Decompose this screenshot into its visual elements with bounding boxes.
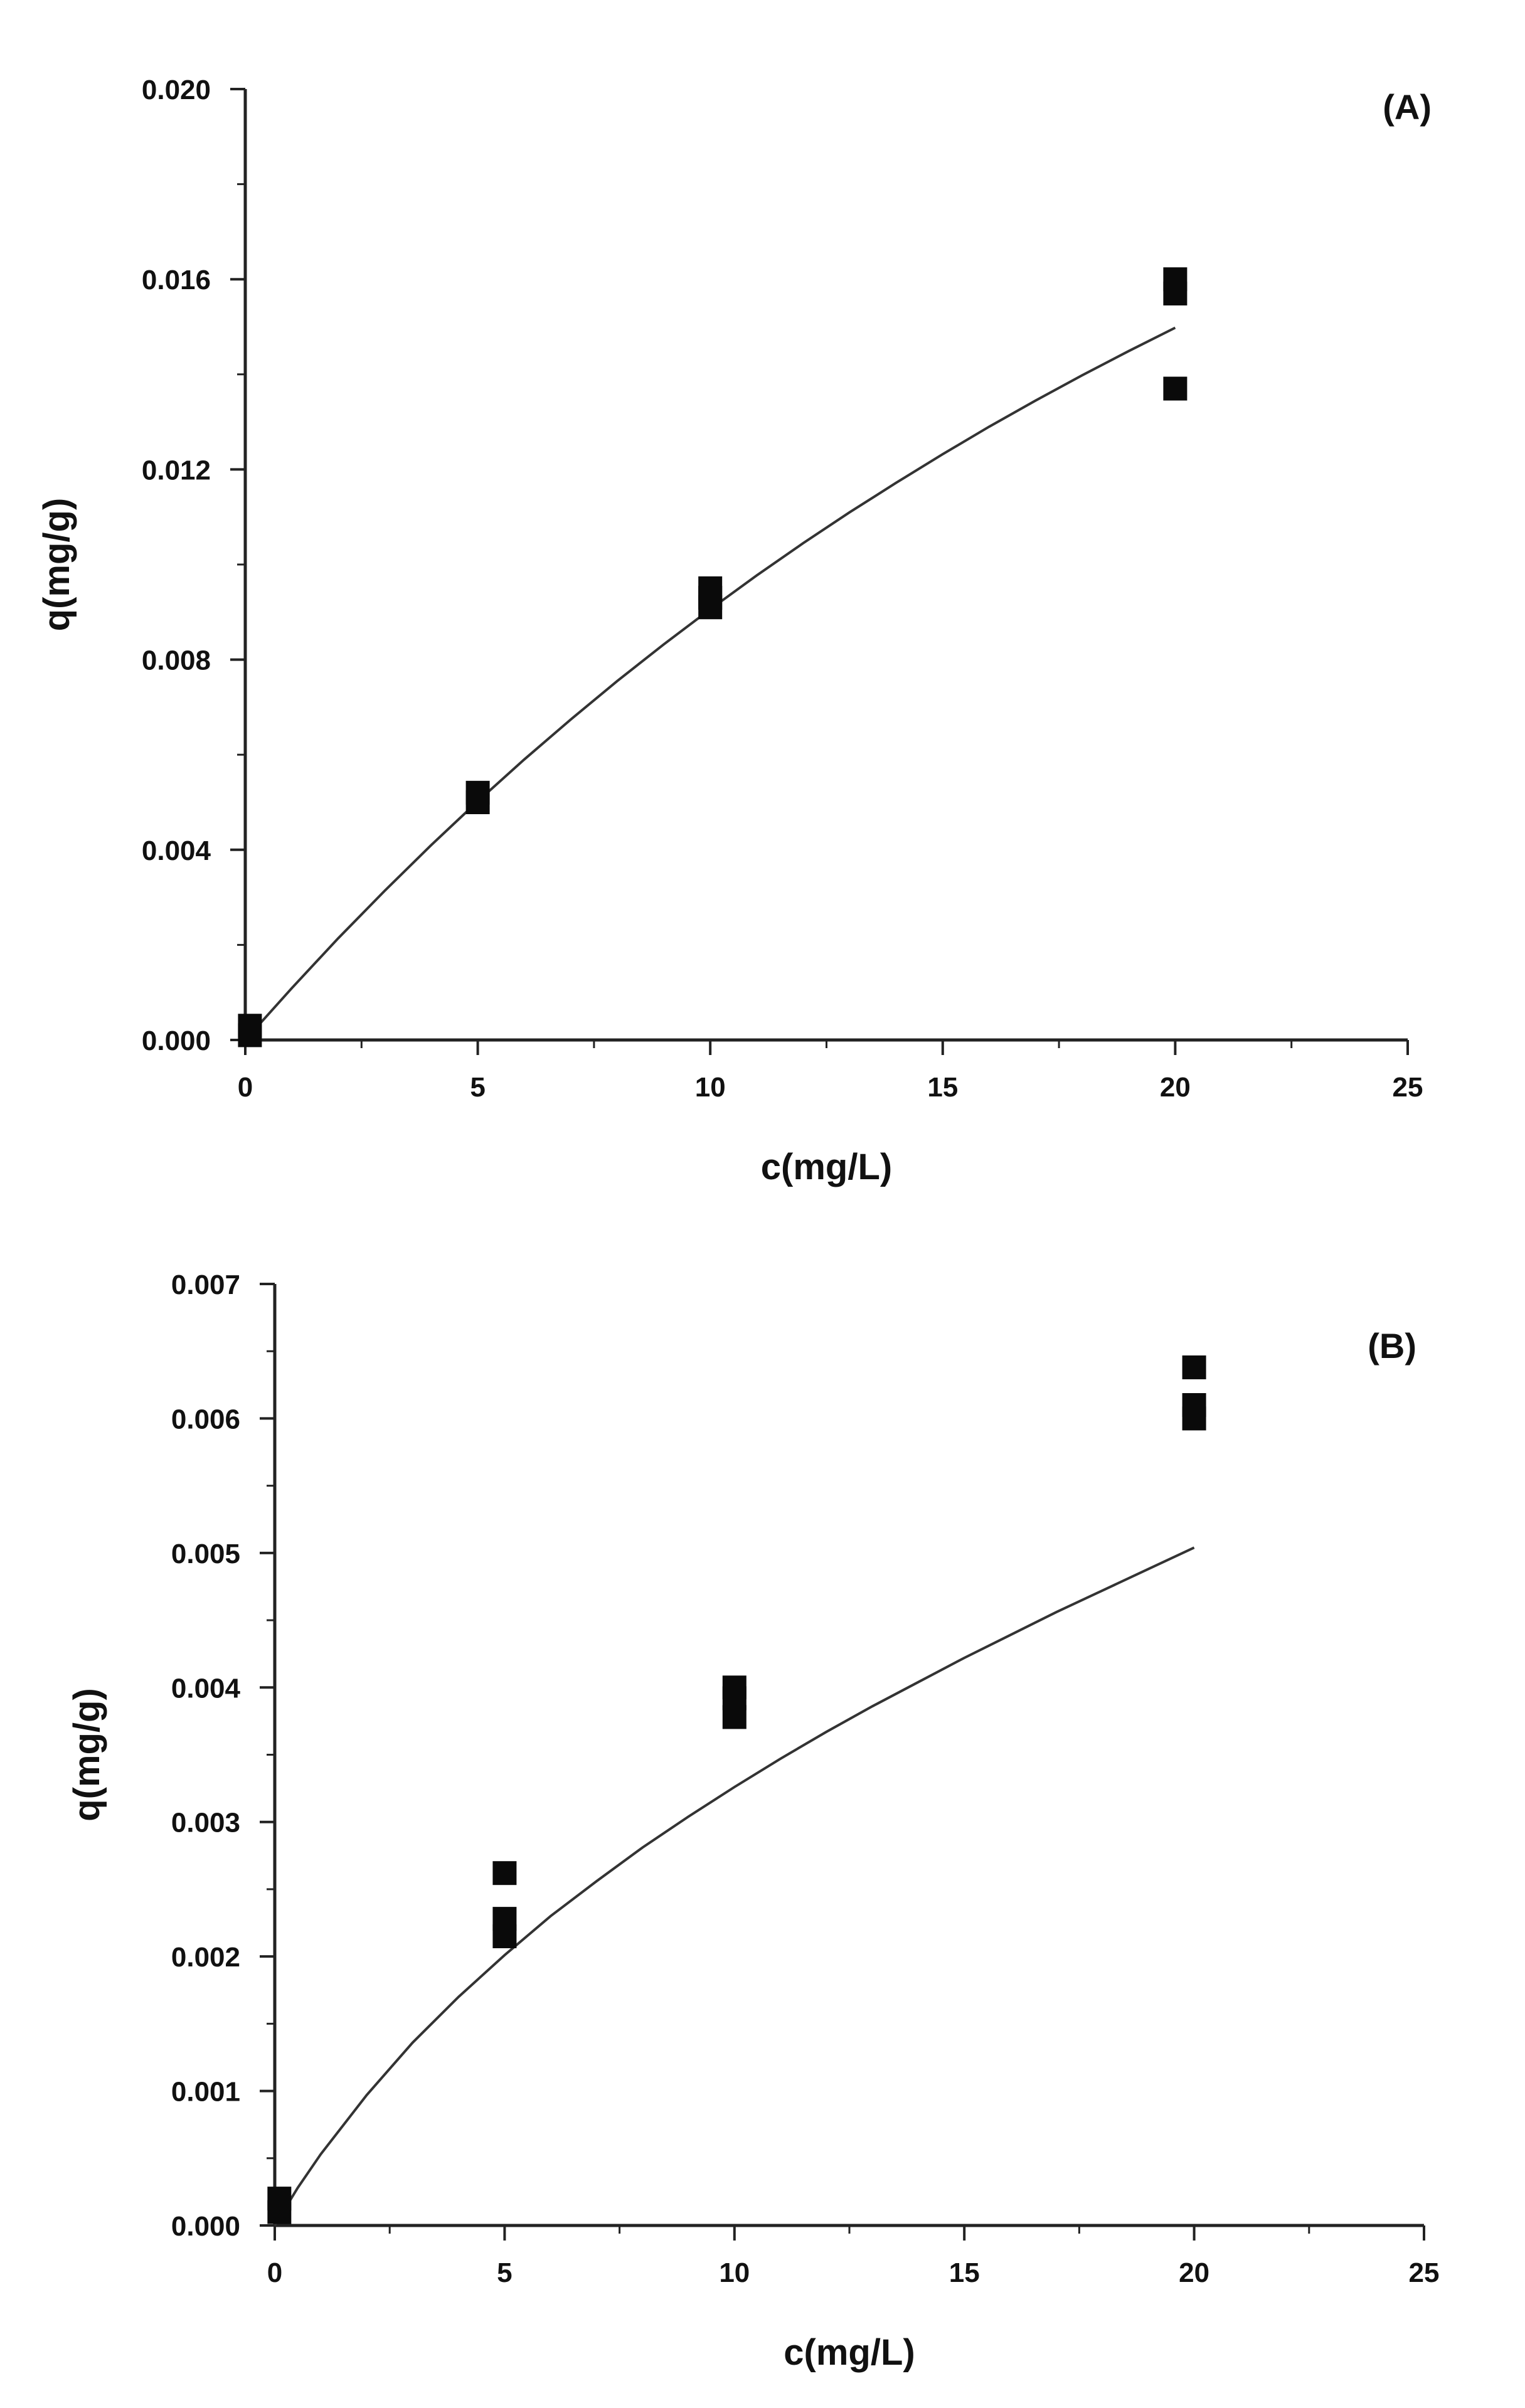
data-point: [465, 790, 490, 814]
y-axis-title-b: q(mg/g): [66, 1688, 107, 1822]
y-tick-label: 0.000: [171, 2211, 240, 2242]
y-tick-label: 0.004: [171, 1673, 241, 1704]
fit-curve-b: [274, 1546, 1195, 2227]
y-tick-label: 0.016: [142, 265, 211, 295]
y-tick-label: 0.000: [142, 1026, 211, 1056]
x-tick-label: 20: [1179, 2257, 1209, 2288]
y-tick-label: 0.002: [171, 1942, 240, 1973]
data-point: [1182, 1355, 1206, 1379]
data-point: [1163, 281, 1188, 305]
y-tick-label: 0.005: [171, 1539, 240, 1569]
x-tick-label: 5: [470, 1072, 485, 1103]
panel-label-a: (A): [1383, 87, 1432, 127]
fit-curve-a: [244, 326, 1176, 1041]
data-point: [492, 1924, 517, 1948]
x-tick-label: 25: [1393, 1072, 1423, 1103]
y-tick-label: 0.008: [142, 645, 211, 676]
y-tick-label: 0.007: [171, 1270, 240, 1300]
x-tick-label: 10: [719, 2257, 750, 2288]
panel-a: 0 5 10 15 20 25 0.000 0.004 0.008 0.012 0.016 0.020…: [36, 75, 1432, 1187]
x-axis-title-b: c(mg/L): [784, 2332, 915, 2373]
y-tick-label: 0.012: [142, 455, 211, 485]
data-point: [1182, 1406, 1206, 1431]
y-tick-label: 0.003: [171, 1808, 240, 1838]
x-tick-label: 5: [497, 2257, 512, 2288]
data-point: [698, 595, 723, 620]
data-point: [267, 2200, 292, 2224]
y-tick-label: 0.004: [142, 835, 211, 866]
y-tick-label: 0.020: [142, 75, 211, 105]
x-tick-label: 10: [695, 1072, 726, 1103]
x-tick-label: 0: [267, 2257, 282, 2288]
x-axis-title-a: c(mg/L): [761, 1147, 892, 1187]
y-tick-label: 0.006: [171, 1404, 240, 1435]
panel-label-b: (B): [1368, 1326, 1416, 1366]
data-point: [722, 1705, 747, 1729]
y-axis-title-a: q(mg/g): [36, 498, 77, 632]
panel-b: 0 5 10 15 20 25 0.000 0.001 0.002 0.003 0.004 0.005…: [66, 1270, 1439, 2373]
y-tick-label: 0.001: [171, 2077, 240, 2108]
x-tick-label: 0: [238, 1072, 253, 1103]
x-tick-label: 15: [927, 1072, 958, 1103]
x-tick-label: 15: [949, 2257, 980, 2288]
data-point: [238, 1023, 262, 1048]
data-point: [492, 1861, 517, 1886]
x-tick-label: 25: [1409, 2257, 1440, 2288]
x-tick-label: 20: [1160, 1072, 1191, 1103]
data-point: [1163, 376, 1188, 401]
